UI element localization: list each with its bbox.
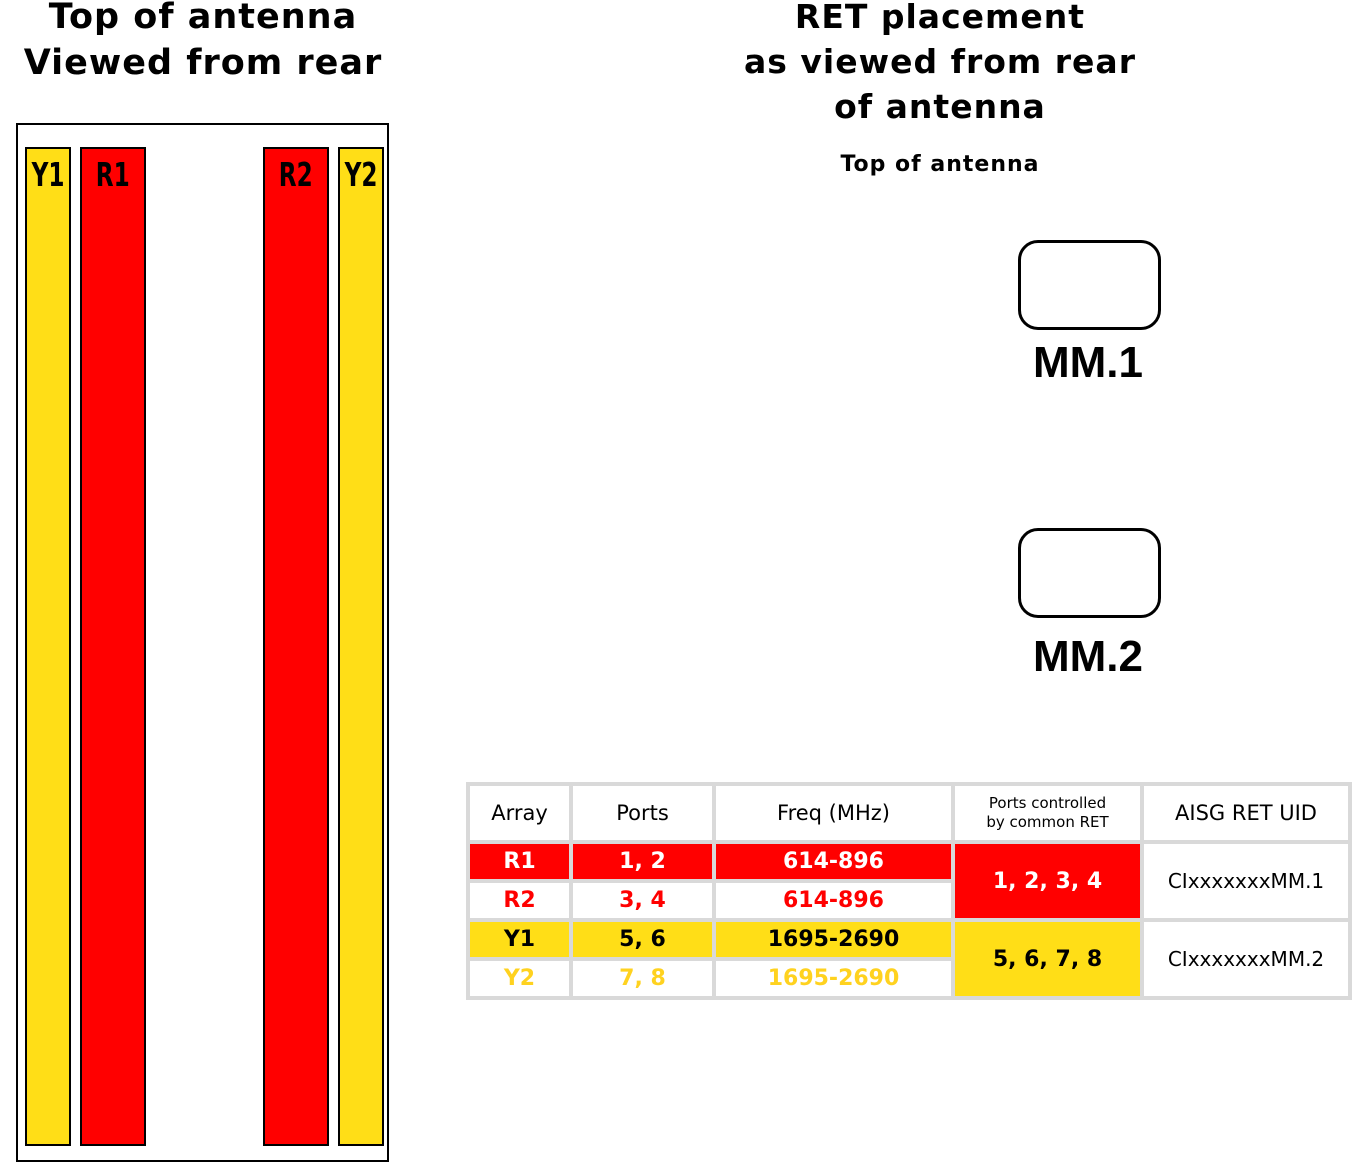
left-heading-line1: Top of antenna [48, 0, 358, 37]
ret-box-mm1 [1018, 240, 1161, 330]
cell-freq: 1695-2690 [716, 961, 951, 996]
antenna-column-y2: Y2 [338, 147, 384, 1146]
ret-heading-line1: RET placement [794, 0, 1086, 36]
cell-uid-group2: CIxxxxxxxMM.2 [1144, 922, 1348, 996]
table-row-y2: Y2 7, 8 1695-2690 [470, 961, 1348, 996]
left-heading: Top of antenna Viewed from rear [0, 0, 406, 86]
table-row-r1: R1 1, 2 614-896 1, 2, 3, 4 CIxxxxxxxMM.1 [470, 844, 1348, 918]
antenna-column-label: Y2 [344, 155, 378, 194]
cell-uid-group1: CIxxxxxxxMM.1 [1144, 844, 1348, 918]
antenna-outline: Y1 R1 R2 Y2 [16, 123, 389, 1162]
cell-array: R2 [470, 883, 569, 918]
ret-label-mm1: MM.1 [1033, 338, 1143, 387]
cell-array: Y2 [470, 961, 569, 996]
cell-controlled-group1: 1, 2, 3, 4 [955, 844, 1140, 918]
header-array: Array [470, 786, 569, 840]
cell-freq: 614-896 [716, 883, 951, 918]
ret-box-mm2 [1018, 528, 1161, 618]
antenna-column-label: R2 [279, 155, 313, 194]
antenna-column-r2: R2 [263, 147, 329, 1146]
cell-array: R1 [470, 844, 569, 879]
header-controlled: Ports controlled by common RET [955, 786, 1140, 840]
antenna-column-y1: Y1 [25, 147, 71, 1146]
cell-ports: 7, 8 [573, 961, 712, 996]
cell-ports: 5, 6 [573, 922, 712, 957]
cell-ports: 3, 4 [573, 883, 712, 918]
top-of-antenna-label: Top of antenna [840, 152, 1040, 177]
ret-placement-heading: RET placement as viewed from rear of ant… [700, 0, 1180, 129]
left-heading-line2: Viewed from rear [23, 43, 383, 83]
table-header-row: Array Ports Freq (MHz) Ports controlled … [470, 786, 1348, 840]
header-uid: AISG RET UID [1144, 786, 1348, 840]
table-row-y1: Y1 5, 6 1695-2690 5, 6, 7, 8 CIxxxxxxxMM… [470, 922, 1348, 996]
antenna-column-label: Y1 [31, 155, 65, 194]
cell-freq: 1695-2690 [716, 922, 951, 957]
ret-heading-line3: of antenna [834, 87, 1046, 126]
ret-label-mm2: MM.2 [1033, 632, 1143, 681]
antenna-column-r1: R1 [80, 147, 146, 1146]
cell-array: Y1 [470, 922, 569, 957]
port-table: Array Ports Freq (MHz) Ports controlled … [466, 782, 1352, 1000]
header-controlled-line1: Ports controlled [988, 794, 1107, 812]
ret-heading-line2: as viewed from rear [744, 42, 1136, 81]
cell-controlled-group2: 5, 6, 7, 8 [955, 922, 1140, 996]
table-row-r2: R2 3, 4 614-896 [470, 883, 1348, 918]
header-controlled-line2: by common RET [986, 813, 1109, 831]
cell-freq: 614-896 [716, 844, 951, 879]
header-ports: Ports [573, 786, 712, 840]
antenna-column-label: R1 [96, 155, 130, 194]
cell-ports: 1, 2 [573, 844, 712, 879]
header-freq: Freq (MHz) [716, 786, 951, 840]
